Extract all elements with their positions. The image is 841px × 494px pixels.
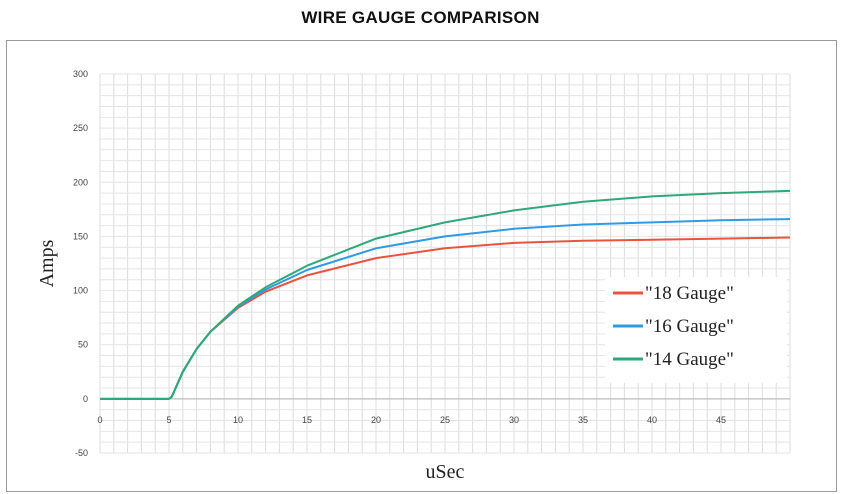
x-tick-label: 30 bbox=[509, 415, 519, 425]
y-axis-title: Amps bbox=[36, 239, 58, 287]
chart-title: WIRE GAUGE COMPARISON bbox=[301, 8, 540, 27]
x-tick-label: 35 bbox=[578, 415, 588, 425]
series-layer bbox=[100, 189, 791, 400]
y-tick-label: 300 bbox=[73, 69, 88, 79]
line-chart: 0 5 10 15 20 25 30 35 40 45-50050100150200250300 … bbox=[36, 69, 791, 483]
series-line-3 bbox=[100, 189, 791, 400]
legend-background bbox=[605, 277, 787, 383]
legend-label: "18 Gauge" bbox=[645, 283, 734, 304]
y-tick-label: 100 bbox=[73, 286, 88, 296]
chart-frame: 0 5 10 15 20 25 30 35 40 45 -50 0 50 100 150 200 250 300 … bbox=[6, 40, 837, 492]
y-tick-label: -50 bbox=[75, 448, 88, 458]
y-tick-label: 250 bbox=[73, 123, 88, 133]
legend: "18 Gauge" "16 Gauge" "14 Gauge" bbox=[605, 277, 787, 383]
grid-layer bbox=[99, 73, 791, 454]
legend-label: "16 Gauge" bbox=[645, 316, 734, 337]
x-tick-label: 45 bbox=[716, 415, 726, 425]
y-tick-label: 0 bbox=[83, 394, 88, 404]
legend-label: "14 Gauge" bbox=[645, 349, 734, 370]
x-tick-label: 0 bbox=[97, 415, 102, 425]
y-tick-label: 200 bbox=[73, 177, 88, 187]
x-tick-label: 20 bbox=[371, 415, 381, 425]
x-tick-label: 10 bbox=[233, 415, 243, 425]
axis-layer: 0 5 10 15 20 25 30 35 40 45 -50 0 50 100 150 200 250 300 bbox=[73, 69, 790, 458]
x-tick-label: 15 bbox=[302, 415, 312, 425]
y-tick-label: 50 bbox=[78, 340, 88, 350]
y-tick-label: 150 bbox=[73, 231, 88, 241]
x-tick-label: 40 bbox=[647, 415, 657, 425]
x-axis-title: uSec bbox=[426, 461, 465, 483]
x-tick-label: 25 bbox=[440, 415, 450, 425]
x-tick-label: 5 bbox=[166, 415, 171, 425]
